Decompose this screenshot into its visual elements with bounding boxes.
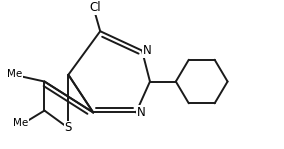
Text: N: N xyxy=(137,106,145,119)
Text: N: N xyxy=(143,44,151,57)
Text: S: S xyxy=(65,121,72,135)
Text: Cl: Cl xyxy=(89,1,101,14)
Text: Me: Me xyxy=(7,69,22,79)
Text: Me: Me xyxy=(13,118,28,128)
